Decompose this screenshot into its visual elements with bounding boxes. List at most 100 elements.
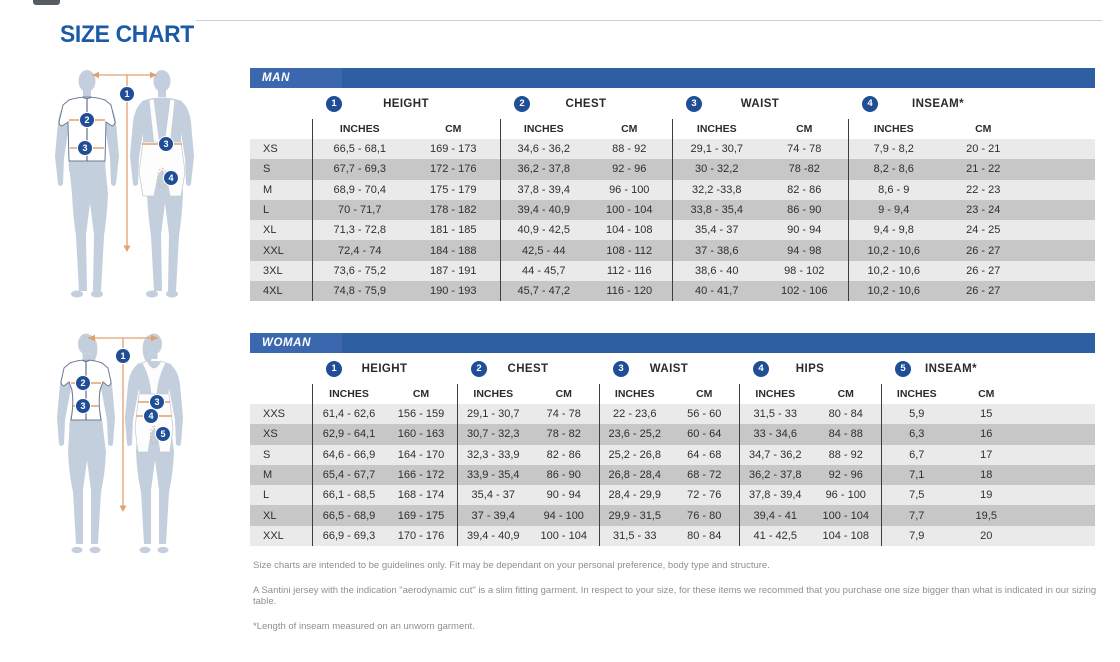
value-cell: 78 - 82 bbox=[546, 428, 581, 441]
row-group: 42,5 - 44 108 - 112 bbox=[500, 240, 672, 261]
value-cell: 22 - 23,6 bbox=[613, 408, 657, 421]
row-group: 23,6 - 25,2 60 - 64 bbox=[599, 424, 739, 445]
unit-label: INCHES bbox=[339, 123, 380, 135]
value-cell: 32,2 -33,8 bbox=[691, 183, 742, 196]
table-row-xs: XS 66,5 - 68,1 169 - 173 34,6 - 36,2 88 - 92… bbox=[250, 139, 1095, 160]
value-cell: 22 - 23 bbox=[966, 183, 1001, 196]
value-cell: 5,9 bbox=[909, 408, 925, 421]
unit-label: CM bbox=[445, 123, 462, 135]
woman-back-silhouette: 3 4 5 bbox=[125, 333, 183, 554]
value-cell: 66,5 - 68,1 bbox=[333, 143, 387, 156]
table-row-xxs: XXS 61,4 - 62,6 156 - 159 29,1 - 30,7 74 - 7… bbox=[250, 404, 1095, 425]
row-group: 7,9 20 bbox=[881, 525, 1021, 547]
table-row-xxl: XXL 72,4 - 74 184 - 188 42,5 - 44 108 - 112 3… bbox=[250, 240, 1095, 261]
row-group: 34,7 - 36,2 88 - 92 bbox=[739, 444, 881, 465]
table-row-xxl: XXL 66,9 - 69,3 170 - 176 39,4 - 40,9 100 - … bbox=[250, 525, 1095, 547]
measure-badge-height: 1 bbox=[115, 348, 131, 364]
row-group: 22 - 23,6 56 - 60 bbox=[599, 404, 739, 425]
woman-front-silhouette: 2 3 bbox=[57, 333, 115, 554]
table-row-xs: XS 62,9 - 64,1 160 - 163 30,7 - 32,3 78 - 82… bbox=[250, 424, 1095, 445]
size-label: XS bbox=[263, 143, 278, 156]
value-cell: 37,8 - 39,4 bbox=[748, 489, 802, 502]
unit-label: CM bbox=[621, 123, 638, 135]
row-group: 36,2 - 37,8 92 - 96 bbox=[500, 159, 672, 180]
table-row-xl: XL 66,5 - 68,9 169 - 175 37 - 39,4 94 - 100 2… bbox=[250, 505, 1095, 526]
man-size-table: MAN 1 HEIGHT 2 CHEST 3 WAIST 4 INSEAM* INCHES CM IN… bbox=[250, 68, 1095, 302]
row-group: 64,6 - 66,9 164 - 170 bbox=[312, 444, 457, 465]
measure-number-badge: 3 bbox=[613, 360, 629, 377]
svg-text:4: 4 bbox=[148, 411, 153, 421]
value-cell: 10,2 - 10,6 bbox=[867, 264, 921, 277]
value-cell: 6,3 bbox=[909, 428, 925, 441]
row-group: 45,7 - 47,2 116 - 120 bbox=[500, 281, 672, 302]
value-cell: 84 - 88 bbox=[828, 428, 863, 441]
value-cell: 70 - 71,7 bbox=[338, 204, 382, 217]
group-label: INSEAM* bbox=[911, 97, 964, 110]
page-title: SIZE CHART bbox=[60, 21, 194, 49]
group-label: CHEST bbox=[507, 362, 549, 375]
row-group: 32,3 - 33,9 82 - 86 bbox=[457, 444, 599, 465]
measure-number-badge: 4 bbox=[753, 360, 769, 377]
value-cell: 23 - 24 bbox=[966, 204, 1001, 217]
value-cell: 33,9 - 35,4 bbox=[466, 469, 520, 482]
row-group: 72,4 - 74 184 - 188 bbox=[312, 240, 500, 261]
row-group: 74,8 - 75,9 190 - 193 bbox=[312, 281, 500, 302]
table-row-s: S 64,6 - 66,9 164 - 170 32,3 - 33,9 82 - 86 2… bbox=[250, 444, 1095, 465]
woman-group-header-row: 1 HEIGHT 2 CHEST 3 WAIST 4 HIPS 5 INSEAM* bbox=[250, 353, 1095, 384]
size-column-spacer bbox=[250, 384, 312, 404]
value-cell: 100 - 104 bbox=[606, 204, 653, 217]
value-cell: 10,2 - 10,6 bbox=[867, 285, 921, 298]
row-group: 7,7 19,5 bbox=[881, 505, 1021, 526]
value-cell: 26 - 27 bbox=[966, 285, 1001, 298]
value-cell: 94 - 98 bbox=[787, 244, 822, 257]
value-cell: 9 - 9,4 bbox=[878, 204, 910, 217]
group-label: WAIST bbox=[740, 97, 780, 110]
row-group: 70 - 71,7 178 - 182 bbox=[312, 199, 500, 221]
table-row-4xl: 4XL 74,8 - 75,9 190 - 193 45,7 - 47,2 116 - … bbox=[250, 281, 1095, 302]
value-cell: 172 - 176 bbox=[430, 163, 477, 176]
row-group: 37 - 39,4 94 - 100 bbox=[457, 505, 599, 526]
row-group: 35,4 - 37 90 - 94 bbox=[672, 220, 848, 241]
value-cell: 31,5 - 33 bbox=[613, 529, 657, 542]
measure-badge-hips: 4 bbox=[143, 408, 159, 424]
value-cell: 166 - 172 bbox=[397, 469, 445, 482]
unit-header-group: INCHES CM bbox=[599, 384, 739, 404]
value-cell: 26 - 27 bbox=[966, 264, 1001, 277]
value-cell: 37 - 38,6 bbox=[695, 244, 739, 257]
row-group: 32,2 -33,8 82 - 86 bbox=[672, 179, 848, 200]
row-group: 44 - 45,7 112 - 116 bbox=[500, 260, 672, 282]
value-cell: 24 - 25 bbox=[966, 224, 1001, 237]
unit-label: CM bbox=[696, 388, 713, 400]
row-group: 66,1 - 68,5 168 - 174 bbox=[312, 485, 457, 506]
value-cell: 30 - 32,2 bbox=[695, 163, 739, 176]
row-group: 6,3 16 bbox=[881, 424, 1021, 445]
value-cell: 8,6 - 9 bbox=[878, 183, 910, 196]
group-header-chest: 2 CHEST bbox=[500, 88, 672, 119]
unit-label: CM bbox=[412, 388, 430, 400]
size-column-spacer bbox=[250, 119, 312, 139]
group-header-hips: 4 HIPS bbox=[739, 353, 881, 384]
size-column-spacer bbox=[250, 353, 312, 384]
unit-label: INCHES bbox=[873, 123, 914, 135]
size-label: S bbox=[263, 448, 271, 461]
value-cell: 76 - 80 bbox=[687, 509, 722, 522]
row-group: 7,9 - 8,2 20 - 21 bbox=[848, 139, 1028, 160]
value-cell: 102 - 106 bbox=[781, 285, 828, 298]
value-cell: 60 - 64 bbox=[687, 428, 722, 441]
value-cell: 34,6 - 36,2 bbox=[517, 143, 571, 156]
value-cell: 73,6 - 75,2 bbox=[333, 264, 387, 277]
value-cell: 92 - 96 bbox=[828, 469, 863, 482]
table-row-s: S 67,7 - 69,3 172 - 176 36,2 - 37,8 92 - 96 3… bbox=[250, 159, 1095, 180]
value-cell: 100 - 104 bbox=[822, 509, 869, 522]
unit-header-group: INCHES CM bbox=[312, 119, 500, 139]
row-group: 38,6 - 40 98 - 102 bbox=[672, 260, 848, 282]
group-header-inseam: 5 INSEAM* bbox=[881, 353, 1021, 384]
value-cell: 25,2 - 26,8 bbox=[608, 448, 662, 461]
value-cell: 190 - 193 bbox=[430, 285, 477, 298]
row-group: 10,2 - 10,6 26 - 27 bbox=[848, 240, 1028, 261]
value-cell: 62,9 - 64,1 bbox=[322, 428, 376, 441]
measure-badge-waist-back: 3 bbox=[158, 136, 174, 152]
value-cell: 61,4 - 62,6 bbox=[322, 408, 376, 421]
row-group: 28,4 - 29,9 72 - 76 bbox=[599, 485, 739, 506]
unit-header-group: INCHES CM bbox=[848, 119, 1028, 139]
